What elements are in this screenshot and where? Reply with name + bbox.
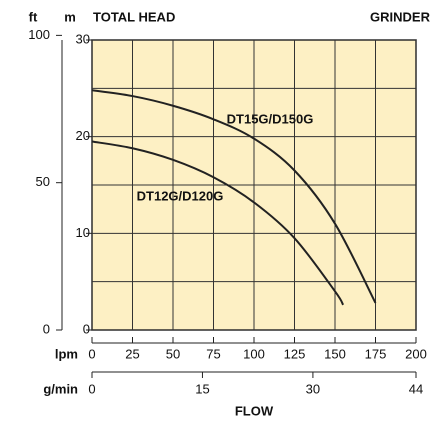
x2-unit: g/min — [43, 381, 78, 396]
x-tick-label: 125 — [284, 346, 306, 361]
chart-subtitle: GRINDER — [370, 9, 431, 24]
x-unit: lpm — [55, 346, 78, 361]
x-axis-label: FLOW — [235, 403, 274, 418]
x-tick-label: 150 — [324, 346, 346, 361]
curve — [91, 140, 344, 306]
curve — [91, 89, 377, 304]
y-unit: m — [64, 9, 76, 24]
x2-tick-label: 15 — [195, 381, 209, 396]
x-tick-label: 0 — [88, 346, 95, 361]
y2-tick-label: 50 — [36, 174, 50, 189]
series-label: DT12G/D120G — [137, 188, 224, 203]
x2-tick-label: 30 — [306, 381, 320, 396]
x-tick-label: 50 — [166, 346, 180, 361]
chart-title: TOTAL HEAD — [93, 9, 175, 24]
y2-tick-label: 0 — [43, 321, 50, 336]
x-tick-label: 100 — [243, 346, 265, 361]
y2-unit: ft — [29, 9, 38, 24]
y-tick-label: 0 — [83, 321, 90, 336]
x-tick-label: 175 — [365, 346, 387, 361]
x2-tick-label: 44 — [409, 381, 423, 396]
y-tick-label: 30 — [76, 31, 90, 46]
series-label: DT15G/D150G — [227, 111, 314, 126]
x2-tick-label: 0 — [88, 381, 95, 396]
x-tick-label: 75 — [206, 346, 220, 361]
x-tick-label: 25 — [125, 346, 139, 361]
y-tick-label: 10 — [76, 225, 90, 240]
y-tick-label: 20 — [76, 128, 90, 143]
x-tick-label: 200 — [405, 346, 427, 361]
y2-tick-label: 100 — [28, 27, 50, 42]
